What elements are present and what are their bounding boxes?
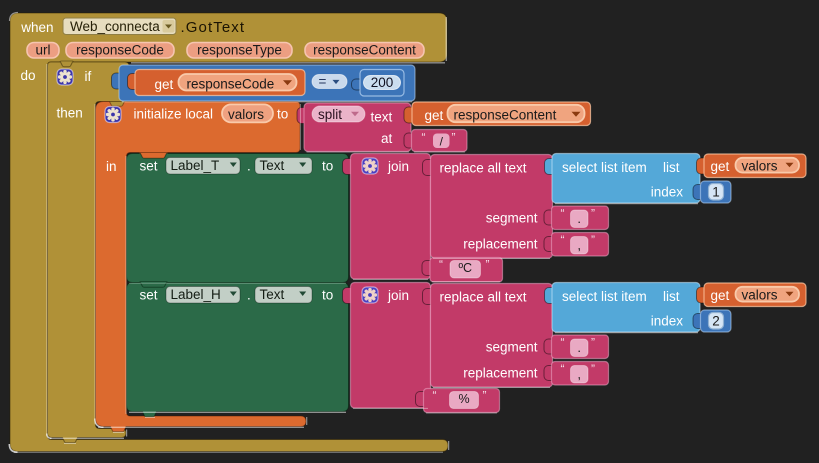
- svg-text:segment: segment: [486, 210, 538, 225]
- svg-text:/: /: [440, 134, 444, 148]
- svg-text:select list item: select list item: [562, 289, 647, 304]
- svg-text:,: ,: [577, 367, 581, 382]
- svg-text:to: to: [277, 107, 288, 122]
- svg-text:Label_H: Label_H: [171, 287, 221, 302]
- svg-text:get: get: [425, 108, 444, 123]
- svg-text:replacement: replacement: [463, 237, 538, 252]
- svg-text:.: .: [577, 340, 581, 355]
- svg-text:.: .: [247, 288, 251, 303]
- svg-text:at: at: [381, 131, 393, 146]
- svg-text:ºC: ºC: [458, 261, 472, 275]
- svg-text:list: list: [663, 289, 680, 304]
- svg-text:“: “: [561, 233, 565, 247]
- svg-text:Web_connecta: Web_connecta: [70, 19, 160, 34]
- svg-text:.: .: [577, 211, 581, 226]
- svg-text:list: list: [663, 160, 680, 175]
- svg-text:”: ”: [591, 336, 595, 350]
- svg-text:”: ”: [591, 207, 595, 221]
- svg-text:responseContent: responseContent: [454, 108, 557, 123]
- svg-text:replace all text: replace all text: [440, 290, 527, 305]
- svg-text:to: to: [322, 159, 333, 174]
- svg-text:split: split: [318, 107, 342, 122]
- svg-text:url: url: [35, 43, 50, 58]
- svg-text:join: join: [387, 159, 409, 174]
- svg-text:.GotText: .GotText: [181, 19, 246, 36]
- svg-text:Text: Text: [260, 287, 285, 302]
- svg-text:”: ”: [483, 389, 487, 403]
- svg-text:join: join: [387, 288, 409, 303]
- svg-text:=: =: [319, 74, 327, 89]
- svg-text:valors: valors: [742, 288, 778, 303]
- svg-text:get: get: [711, 288, 730, 303]
- svg-text:“: “: [561, 362, 565, 376]
- svg-text:responseType: responseType: [197, 43, 282, 58]
- svg-text:text: text: [371, 109, 393, 124]
- svg-text:if: if: [85, 69, 92, 84]
- svg-text:“: “: [561, 336, 565, 350]
- svg-text:set: set: [140, 288, 158, 303]
- svg-text:Text: Text: [260, 158, 285, 173]
- svg-text:“: “: [422, 131, 426, 145]
- svg-text:segment: segment: [486, 339, 538, 354]
- svg-text:valors: valors: [742, 159, 778, 174]
- svg-text:200: 200: [371, 75, 394, 90]
- svg-text:“: “: [561, 207, 565, 221]
- svg-text:then: then: [57, 106, 83, 121]
- svg-text:to: to: [322, 288, 333, 303]
- svg-text:responseCode: responseCode: [187, 76, 275, 91]
- svg-text:index: index: [651, 313, 684, 328]
- svg-text:2: 2: [712, 313, 720, 328]
- svg-text:get: get: [155, 77, 174, 92]
- svg-text:,: ,: [577, 238, 581, 253]
- svg-text:replacement: replacement: [463, 366, 538, 381]
- svg-text:index: index: [651, 184, 684, 199]
- svg-text:select list item: select list item: [562, 160, 647, 175]
- svg-text:Label_T: Label_T: [171, 158, 220, 173]
- svg-text:do: do: [21, 68, 36, 83]
- svg-text:”: ”: [591, 233, 595, 247]
- svg-text:initialize local: initialize local: [134, 107, 214, 122]
- svg-text:%: %: [458, 392, 469, 406]
- svg-text:in: in: [106, 159, 117, 174]
- svg-text:”: ”: [486, 258, 490, 272]
- svg-text:responseContent: responseContent: [313, 43, 416, 58]
- svg-text:responseCode: responseCode: [76, 43, 164, 58]
- svg-text:set: set: [140, 159, 158, 174]
- svg-text:.: .: [247, 159, 251, 174]
- svg-text:1: 1: [712, 184, 720, 199]
- svg-text:replace all text: replace all text: [440, 161, 527, 176]
- svg-text:when: when: [20, 20, 53, 35]
- svg-text:“: “: [433, 389, 437, 403]
- svg-text:get: get: [711, 159, 730, 174]
- svg-text:valors: valors: [228, 107, 264, 122]
- svg-text:”: ”: [591, 362, 595, 376]
- svg-text:”: ”: [452, 131, 456, 145]
- svg-text:“: “: [439, 258, 443, 272]
